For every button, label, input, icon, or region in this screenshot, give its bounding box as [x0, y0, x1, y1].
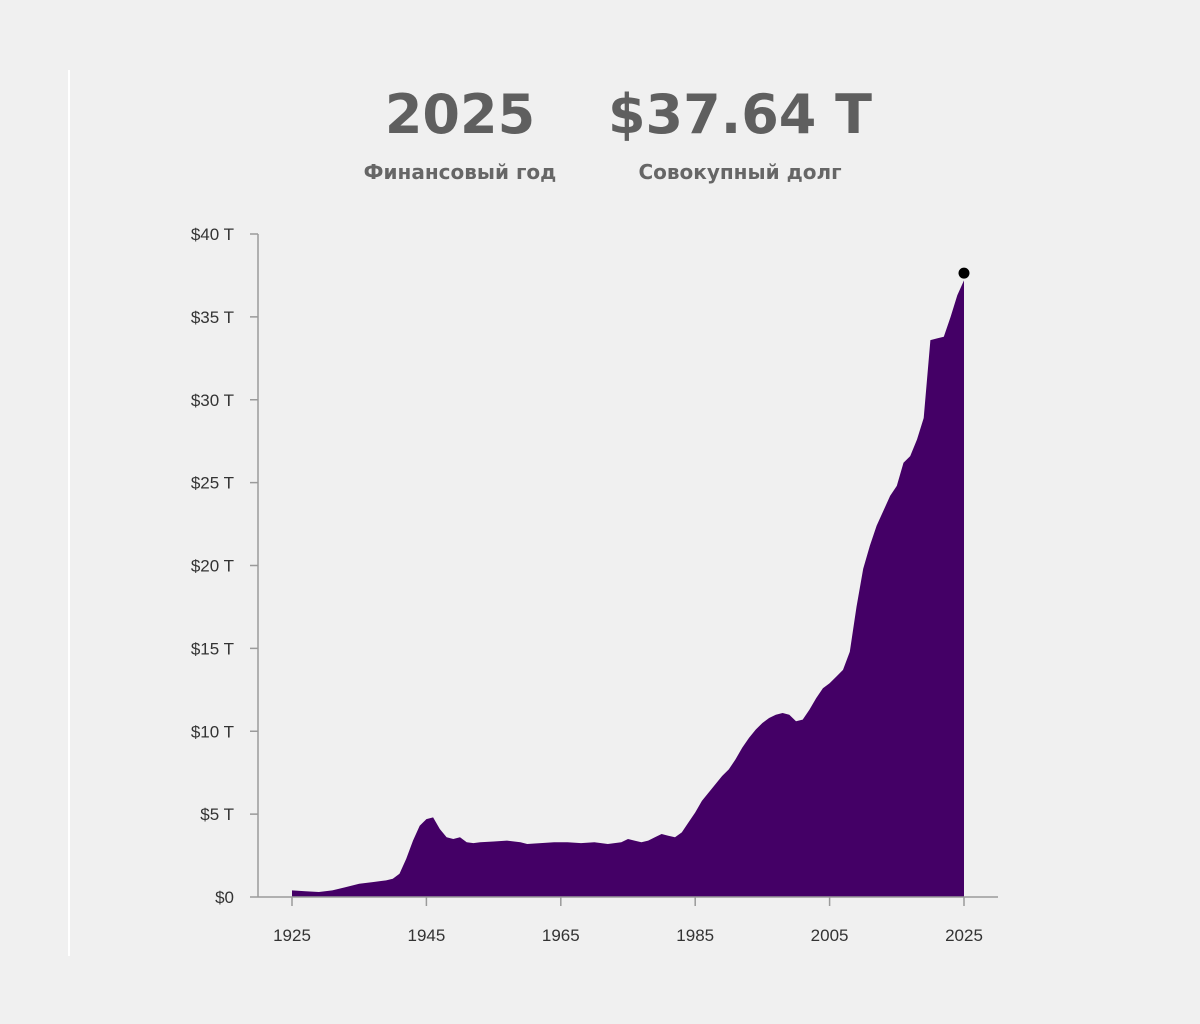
- y-tick-label: $10 T: [191, 722, 234, 741]
- y-tick-label: $40 T: [191, 225, 234, 244]
- total-debt-stat: $37.64 T Совокупный долг: [600, 83, 880, 185]
- fiscal-year-label: Финансовый год: [363, 160, 557, 184]
- debt-area: [292, 280, 964, 897]
- left-divider: [68, 70, 70, 956]
- y-tick-label: $30 T: [191, 391, 234, 410]
- y-tick-label: $0: [215, 888, 234, 907]
- x-tick-label: 1945: [407, 926, 445, 945]
- fiscal-year-value: 2025: [384, 83, 536, 146]
- y-tick-label: $35 T: [191, 308, 234, 327]
- total-debt-value: $37.64 T: [607, 83, 872, 146]
- x-tick-label: 2025: [945, 926, 983, 945]
- current-value-marker: [958, 267, 970, 279]
- x-tick-label: 1985: [676, 926, 714, 945]
- y-tick-label: $15 T: [191, 639, 234, 658]
- x-tick-label: 1925: [273, 926, 311, 945]
- y-tick-label: $25 T: [191, 474, 234, 493]
- y-tick-label: $5 T: [200, 805, 234, 824]
- fiscal-year-stat: 2025 Финансовый год: [350, 83, 570, 185]
- x-tick-label: 1965: [542, 926, 580, 945]
- x-tick-label: 2005: [811, 926, 849, 945]
- total-debt-label: Совокупный долг: [638, 160, 842, 184]
- y-tick-label: $20 T: [191, 557, 234, 576]
